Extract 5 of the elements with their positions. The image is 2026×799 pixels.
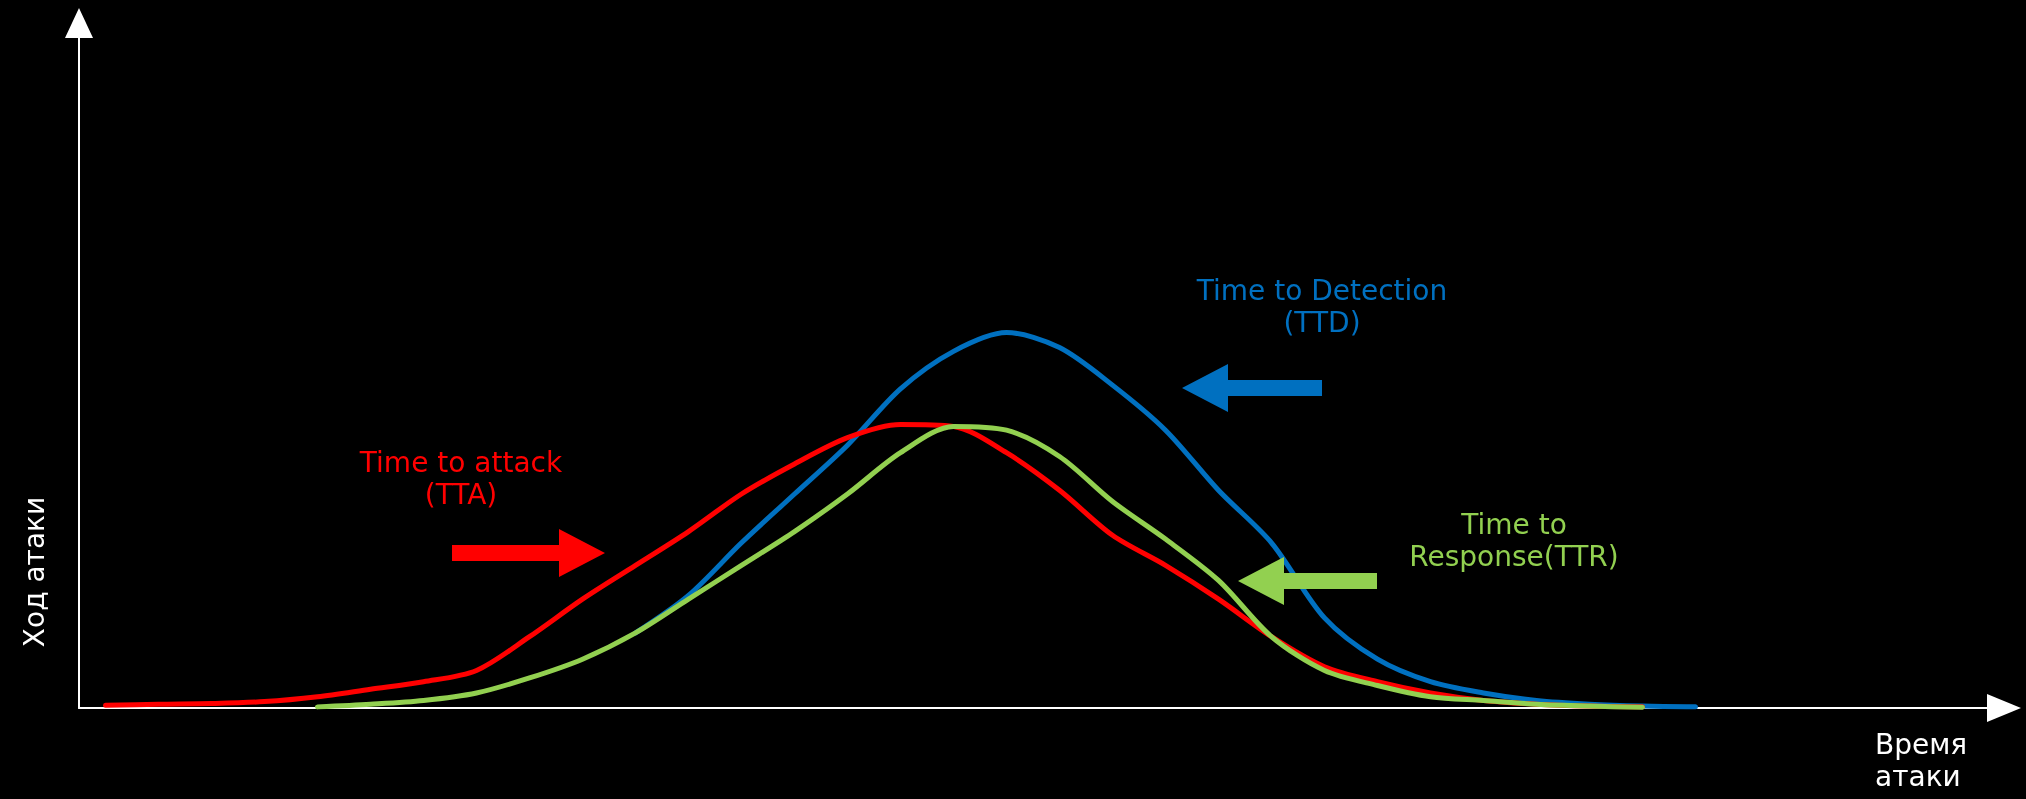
text: Time to Response(TTR) <box>1409 507 1619 573</box>
text: Time to Detection (TTD) <box>1195 273 1448 339</box>
text: Time to attack (TTA) <box>358 445 563 511</box>
y-axis-title: Ход атаки <box>17 496 51 648</box>
x-axis-title: Время атаки <box>1875 727 1977 793</box>
